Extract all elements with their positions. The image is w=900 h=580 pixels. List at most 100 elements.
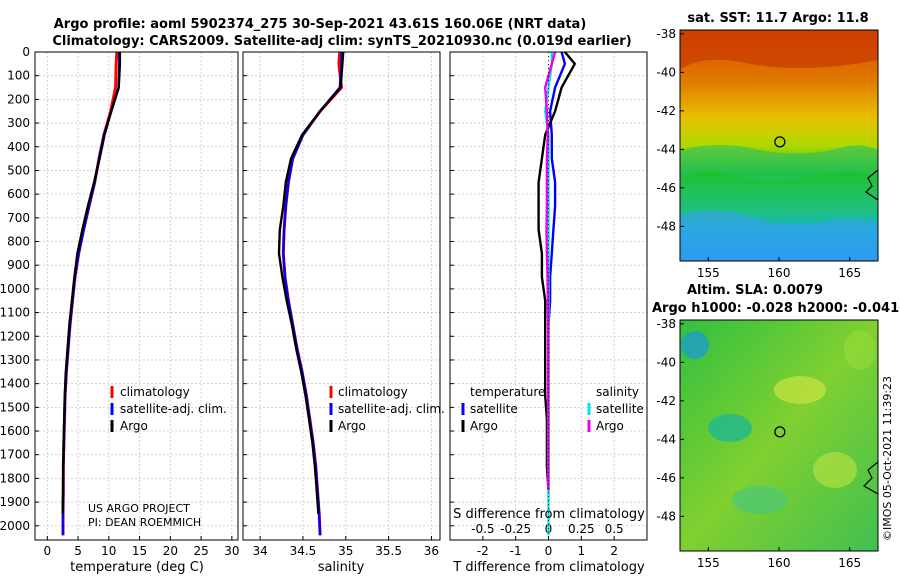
map-y-tick-label: -40 [656, 355, 676, 369]
legend-label-argo: Argo [120, 419, 148, 433]
plot-frame [242, 51, 441, 541]
salinity-panel: 34 34.5 35 35.5 36 [242, 51, 441, 558]
temperature-panel: 0 5 10 15 20 25 300100200300400500600700800900… [0, 45, 239, 558]
difference-legend: temperature satellite Argo salinity sate… [461, 385, 644, 433]
map-x-tick-label: 160 [768, 266, 791, 280]
plot-frame [34, 51, 239, 541]
argo-location-marker [774, 426, 786, 438]
sst-warm-patch [680, 30, 878, 70]
difference-xlabel: T difference from climatology [452, 560, 645, 575]
sla-eddy [708, 414, 752, 442]
sla-eddy [844, 330, 876, 370]
top-x-tick-label: 0.25 [568, 522, 595, 536]
sst-map-title: sat. SST: 11.7 Argo: 11.8 [687, 11, 868, 26]
x-tick-label: 5 [74, 544, 82, 558]
coastline [865, 169, 878, 201]
temperature-xlabel: temperature (deg C) [70, 560, 204, 575]
map-y-tick-label: -44 [656, 142, 676, 156]
top-x-tick-label: -0.25 [500, 522, 531, 536]
y-tick-label: 1400 [0, 377, 30, 391]
y-tick-label: 0 [22, 45, 30, 59]
x-tick-label: 20 [163, 544, 178, 558]
sla-map-ticks: 155 160 165 -38 -40 -42 -44 -46 -48 [656, 317, 861, 570]
legend-label-argo: Argo [338, 419, 366, 433]
sla-map-title: Altim. SLA: 0.0079 [687, 283, 823, 298]
x-tick-label: 0 [43, 544, 51, 558]
salinity-legend: climatology satellite-adj. clim. Argo [329, 385, 445, 433]
sla-eddy [813, 452, 857, 488]
map-y-tick-label: -46 [656, 471, 676, 485]
sla-eddy [774, 376, 826, 404]
map-y-tick-label: -40 [656, 65, 676, 79]
sla-eddy [732, 486, 788, 514]
map-y-tick-label: -46 [656, 181, 676, 195]
map-y-tick-label: -42 [656, 394, 676, 408]
y-tick-label: 600 [7, 187, 30, 201]
x-tick-label: 36 [424, 544, 439, 558]
difference-top-label: S difference from climatology [453, 507, 645, 522]
series-line-argo [61, 52, 122, 514]
series-line-s-argo [544, 51, 557, 491]
x-tick-label: 10 [101, 544, 116, 558]
x-tick-label: 30 [224, 544, 239, 558]
legend-label-s-argo: Argo [596, 419, 624, 433]
legend-label-climatology: climatology [338, 385, 408, 399]
y-tick-label: 2000 [0, 519, 30, 533]
credit-line1: US ARGO PROJECT [88, 502, 190, 515]
y-tick-label: 1300 [0, 353, 30, 367]
map-y-tick-label: -48 [656, 219, 676, 233]
y-tick-label: 1700 [0, 448, 30, 462]
y-tick-label: 200 [7, 92, 30, 106]
top-x-tick-label: -0.5 [471, 522, 494, 536]
x-tick-label: 35 [338, 544, 353, 558]
map-x-tick-label: 155 [697, 556, 720, 570]
timestamp: ©IMOS 05-Oct-2021 11:39:23 [881, 376, 894, 541]
sst-map: sat. SST: 11.7 Argo: 11.8 155 160 165 -38 -4… [656, 11, 879, 280]
map-y-tick-label: -44 [656, 432, 676, 446]
y-tick-label: 100 [7, 69, 30, 83]
y-tick-label: 500 [7, 163, 30, 177]
map-x-tick-label: 160 [768, 556, 791, 570]
map-y-tick-label: -38 [656, 317, 676, 331]
legend-label-t-satellite: satellite [470, 402, 518, 416]
x-tick-label: 34.5 [290, 544, 317, 558]
y-tick-label: 900 [7, 258, 30, 272]
figure-title-line1: Argo profile: aoml 5902374_275 30-Sep-20… [54, 17, 587, 32]
series-line-t-satellite [547, 51, 567, 491]
salinity-xlabel: salinity [318, 560, 365, 575]
credit-line2: PI: DEAN ROEMMICH [88, 516, 201, 529]
y-tick-label: 400 [7, 140, 30, 154]
y-tick-label: 1500 [0, 400, 30, 414]
x-tick-label: -1 [510, 544, 522, 558]
map-y-tick-label: -42 [656, 104, 676, 118]
legend-label-s-satellite: satellite [596, 402, 644, 416]
x-tick-label: 0 [545, 544, 553, 558]
top-x-tick-label: 0.5 [605, 522, 624, 536]
series-line-t-argo [537, 51, 576, 491]
map-y-tick-label: -38 [656, 27, 676, 41]
x-tick-label: 2 [610, 544, 618, 558]
y-tick-label: 1200 [0, 329, 30, 343]
sla-map-subtitle: Argo h1000: -0.028 h2000: -0.041 [652, 301, 899, 316]
argo-location-marker [774, 136, 786, 148]
y-tick-label: 700 [7, 211, 30, 225]
map-x-tick-label: 165 [838, 266, 861, 280]
sst-map-ticks: 155 160 165 -38 -40 -42 -44 -46 -48 [656, 27, 861, 280]
y-tick-label: 1900 [0, 495, 30, 509]
y-tick-label: 1100 [0, 306, 30, 320]
x-tick-label: 35.5 [375, 544, 402, 558]
y-tick-label: 1000 [0, 282, 30, 296]
legend-title-salinity: salinity [596, 385, 639, 399]
sst-cold-patch [680, 211, 878, 261]
series-line-satellite-adj-clim- [282, 52, 343, 536]
temperature-legend: climatology satellite-adj. clim. Argo [110, 385, 227, 433]
y-tick-label: 1800 [0, 471, 30, 485]
series-line-argo [277, 51, 345, 514]
legend-label-t-argo: Argo [470, 419, 498, 433]
figure-title-line2: Climatology: CARS2009. Satellite-adj cli… [52, 34, 631, 49]
x-tick-label: -2 [477, 544, 489, 558]
sst-front [680, 145, 878, 181]
y-tick-label: 300 [7, 116, 30, 130]
legend-label-satellite: satellite-adj. clim. [338, 402, 445, 416]
